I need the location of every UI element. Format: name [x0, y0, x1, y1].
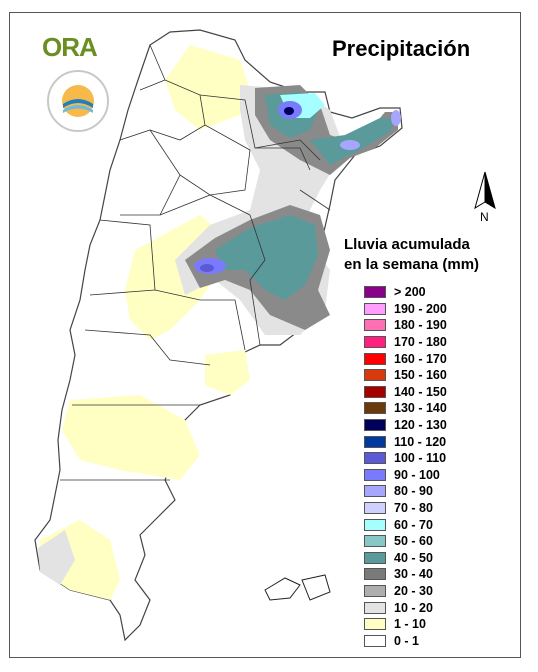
legend-label: 160 - 170	[394, 351, 447, 366]
legend-swatch	[364, 435, 386, 448]
legend-title-line-1: Lluvia acumulada	[344, 236, 470, 253]
legend-row: 1 - 10	[364, 616, 447, 633]
legend-row: 10 - 20	[364, 599, 447, 616]
legend-label: 10 - 20	[394, 600, 433, 615]
legend-row: 90 - 100	[364, 467, 447, 484]
legend-row: 100 - 110	[364, 450, 447, 467]
legend-row: 150 - 160	[364, 367, 447, 384]
legend-swatch	[364, 369, 386, 382]
rain-zone-40-50	[215, 215, 318, 300]
legend-row: 130 - 140	[364, 400, 447, 417]
legend-row: 190 - 200	[364, 301, 447, 318]
legend-label: 60 - 70	[394, 517, 433, 532]
legend-row: 40 - 50	[364, 550, 447, 567]
legend-label: 0 - 1	[394, 633, 420, 648]
legend-label: 180 - 190	[394, 318, 447, 333]
legend-label: 150 - 160	[394, 368, 447, 383]
legend-row: 20 - 30	[364, 583, 447, 600]
legend-row: 50 - 60	[364, 533, 447, 550]
legend-row: 170 - 180	[364, 334, 447, 351]
legend-label: 140 - 150	[394, 384, 447, 399]
legend-swatch	[364, 518, 386, 531]
north-arrow-icon	[474, 171, 496, 210]
legend-label: 110 - 120	[394, 434, 447, 449]
map-title: Precipitación	[332, 36, 471, 61]
rain-zone-10-20	[38, 530, 75, 585]
legend-swatch	[364, 634, 386, 647]
legend-label: 120 - 130	[394, 418, 447, 433]
legend-swatch	[364, 502, 386, 515]
legend-row: 120 - 130	[364, 417, 447, 434]
legend-title-line-2: en la semana (mm)	[344, 256, 480, 273]
province-borders	[60, 44, 331, 481]
north-label: N	[480, 210, 489, 224]
legend-label: 50 - 60	[394, 534, 433, 549]
legend-swatch	[364, 584, 386, 597]
legend-row: 140 - 150	[364, 384, 447, 401]
legend-swatch	[364, 385, 386, 398]
legend-row: 80 - 90	[364, 483, 447, 500]
legend-row: 30 - 40	[364, 566, 447, 583]
legend-row: 180 - 190	[364, 317, 447, 334]
rain-zone-1-10	[62, 395, 200, 480]
legend-swatch	[364, 485, 386, 498]
legend-swatch	[364, 286, 386, 299]
legend-label: 20 - 30	[394, 583, 433, 598]
legend-label: 100 - 110	[394, 451, 447, 466]
legend-swatch	[364, 618, 386, 631]
legend: > 200 190 - 200 180 - 190 170 - 180 160 …	[364, 284, 447, 649]
legend-label: 40 - 50	[394, 550, 433, 565]
legend-row: 60 - 70	[364, 516, 447, 533]
legend-swatch	[364, 419, 386, 432]
legend-swatch	[364, 336, 386, 349]
legend-label: > 200	[394, 285, 426, 300]
legend-swatch	[364, 302, 386, 315]
legend-label: 170 - 180	[394, 335, 447, 350]
legend-swatch	[364, 452, 386, 465]
rain-zone-1-10	[165, 45, 250, 130]
legend-row: 0 - 1	[364, 632, 447, 649]
legend-swatch	[364, 535, 386, 548]
ora-logo: ORA	[42, 32, 98, 62]
rain-zone-120-130	[284, 107, 294, 115]
rain-zone-100-110	[200, 264, 214, 272]
legend-row: 110 - 120	[364, 433, 447, 450]
ora-seal-logo	[47, 70, 109, 132]
legend-swatch	[364, 352, 386, 365]
legend-label: 130 - 140	[394, 401, 447, 416]
legend-row: > 200	[364, 284, 447, 301]
legend-swatch	[364, 319, 386, 332]
rain-zone-80-90	[391, 110, 401, 126]
legend-label: 30 - 40	[394, 567, 433, 582]
legend-swatch	[364, 568, 386, 581]
rain-zone-80-90	[340, 140, 360, 150]
legend-swatch	[364, 601, 386, 614]
legend-label: 80 - 90	[394, 484, 433, 499]
legend-swatch	[364, 402, 386, 415]
legend-row: 160 - 170	[364, 350, 447, 367]
rain-zone-1-10	[205, 350, 250, 395]
legend-label: 190 - 200	[394, 301, 447, 316]
legend-label: 1 - 10	[394, 617, 426, 632]
legend-label: 70 - 80	[394, 501, 433, 516]
legend-swatch	[364, 551, 386, 564]
legend-row: 70 - 80	[364, 500, 447, 517]
malvinas-islands	[264, 574, 331, 601]
legend-title: Lluvia acumulada en la semana (mm)	[344, 235, 479, 275]
legend-label: 90 - 100	[394, 467, 440, 482]
legend-swatch	[364, 468, 386, 481]
